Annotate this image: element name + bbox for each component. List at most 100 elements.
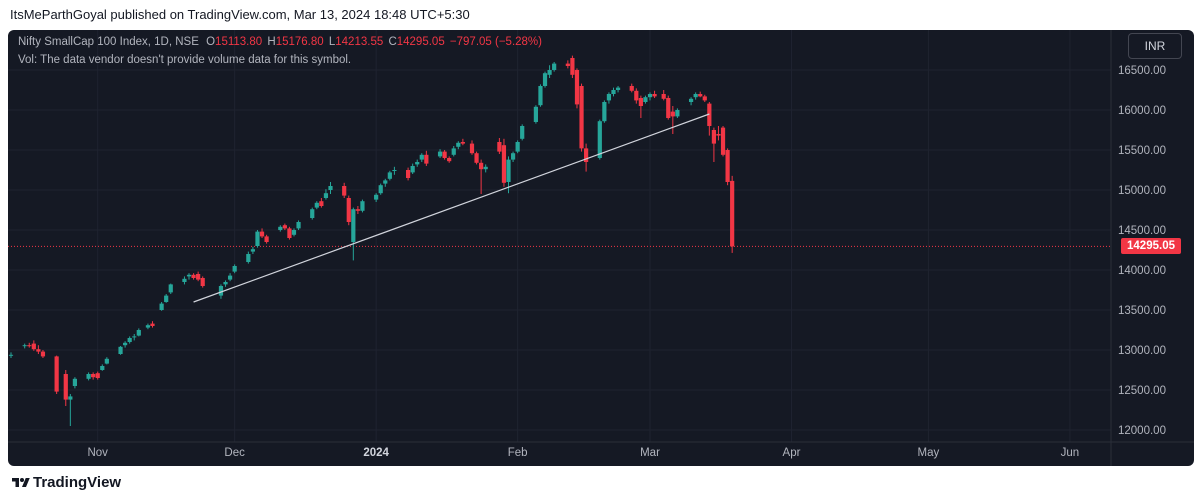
candle	[415, 159, 420, 167]
candle	[387, 170, 392, 181]
candle	[597, 119, 602, 160]
candle-body	[291, 230, 297, 235]
candle-body	[392, 170, 397, 171]
candle-body	[278, 226, 283, 230]
candle	[515, 140, 520, 154]
candle	[255, 230, 260, 248]
candle	[666, 95, 671, 120]
candle	[643, 95, 648, 104]
candle-body	[259, 231, 265, 237]
candle-body	[314, 202, 319, 208]
candle	[22, 343, 27, 349]
candle	[40, 350, 46, 358]
time-axis[interactable]: Nov Dec 2024 Feb Mar Apr May Jun	[8, 441, 1194, 459]
trendline-layer[interactable]	[193, 113, 710, 303]
price-tick-label: 14500.00	[1118, 225, 1166, 237]
candle-body	[606, 94, 612, 101]
candle-body	[387, 172, 392, 179]
candle-body	[323, 193, 329, 198]
price-tick-label: 15500.00	[1118, 145, 1166, 157]
candle-body	[182, 278, 187, 282]
candle-body	[159, 303, 164, 310]
price-axis[interactable]: 12000.00 12500.00 13000.00 13500.00 14000.00…	[1110, 30, 1166, 466]
candle	[323, 189, 329, 200]
candle	[538, 84, 543, 107]
candle-body	[698, 94, 703, 97]
tradingview-brand: TradingView	[33, 474, 122, 491]
candle-body	[405, 170, 411, 178]
candle	[410, 163, 415, 174]
candle-body	[250, 249, 256, 252]
candle-body	[652, 94, 657, 97]
candle	[670, 106, 675, 134]
candle	[314, 201, 319, 210]
candle	[405, 167, 411, 181]
candle	[346, 195, 351, 226]
candle	[451, 146, 456, 157]
candle	[437, 149, 443, 158]
candle-body	[437, 151, 443, 157]
candle	[469, 140, 475, 155]
candle-body	[720, 127, 726, 155]
candle	[63, 370, 68, 406]
currency-button[interactable]: INR	[1128, 33, 1182, 59]
candle-body	[579, 86, 584, 149]
candle	[296, 220, 301, 230]
candle	[702, 94, 707, 102]
candle-body	[520, 126, 525, 139]
candle	[91, 372, 96, 380]
low-label: L	[328, 36, 336, 48]
candle	[675, 108, 680, 118]
candle-body	[410, 166, 415, 173]
candle-body	[27, 345, 32, 347]
time-tick-label: Nov	[87, 447, 108, 459]
candle-body	[547, 70, 552, 75]
candle-body	[360, 201, 365, 211]
candle	[196, 271, 201, 282]
candle	[424, 150, 429, 166]
candle	[36, 345, 41, 354]
candle	[132, 334, 137, 341]
candle	[232, 264, 237, 274]
candle-body	[688, 98, 694, 102]
candle-body	[223, 282, 228, 285]
price-tick-label: 13500.00	[1118, 305, 1166, 317]
candle-body	[164, 295, 169, 302]
candle	[460, 138, 465, 146]
candle	[168, 283, 173, 294]
candle	[501, 138, 507, 187]
candle-body	[460, 142, 465, 144]
candlestick-chart[interactable]: 12000.00 12500.00 13000.00 13500.00 14000.00…	[8, 30, 1194, 466]
candle-body	[31, 343, 36, 350]
candle-body	[342, 186, 347, 196]
candle	[123, 341, 128, 348]
candle	[419, 153, 424, 162]
candle-body	[168, 284, 173, 293]
candle-body	[383, 180, 388, 184]
candle	[634, 88, 639, 104]
candle-body	[666, 98, 671, 118]
chart-panel[interactable]: 12000.00 12500.00 13000.00 13500.00 14000.00…	[8, 30, 1194, 466]
candle	[547, 65, 552, 78]
candle-body	[597, 121, 602, 158]
candle-body	[647, 94, 653, 98]
price-tick-label: 16500.00	[1118, 65, 1166, 77]
candle-body	[86, 374, 91, 379]
candle	[611, 87, 616, 97]
candle-body	[451, 148, 456, 155]
candle	[145, 323, 151, 330]
candle	[533, 105, 538, 124]
candle-body	[91, 374, 96, 378]
candle-body	[725, 150, 730, 182]
candle-body	[629, 86, 634, 91]
candle	[200, 276, 205, 288]
candle	[629, 83, 634, 93]
candle-body	[602, 102, 607, 122]
candle-body	[319, 201, 324, 206]
footer-bar: TradingView	[0, 466, 1200, 500]
candle	[95, 371, 100, 380]
candle-body	[255, 231, 260, 246]
candle	[542, 71, 548, 88]
support-trendline[interactable]	[193, 113, 710, 303]
candle-body	[552, 63, 557, 70]
